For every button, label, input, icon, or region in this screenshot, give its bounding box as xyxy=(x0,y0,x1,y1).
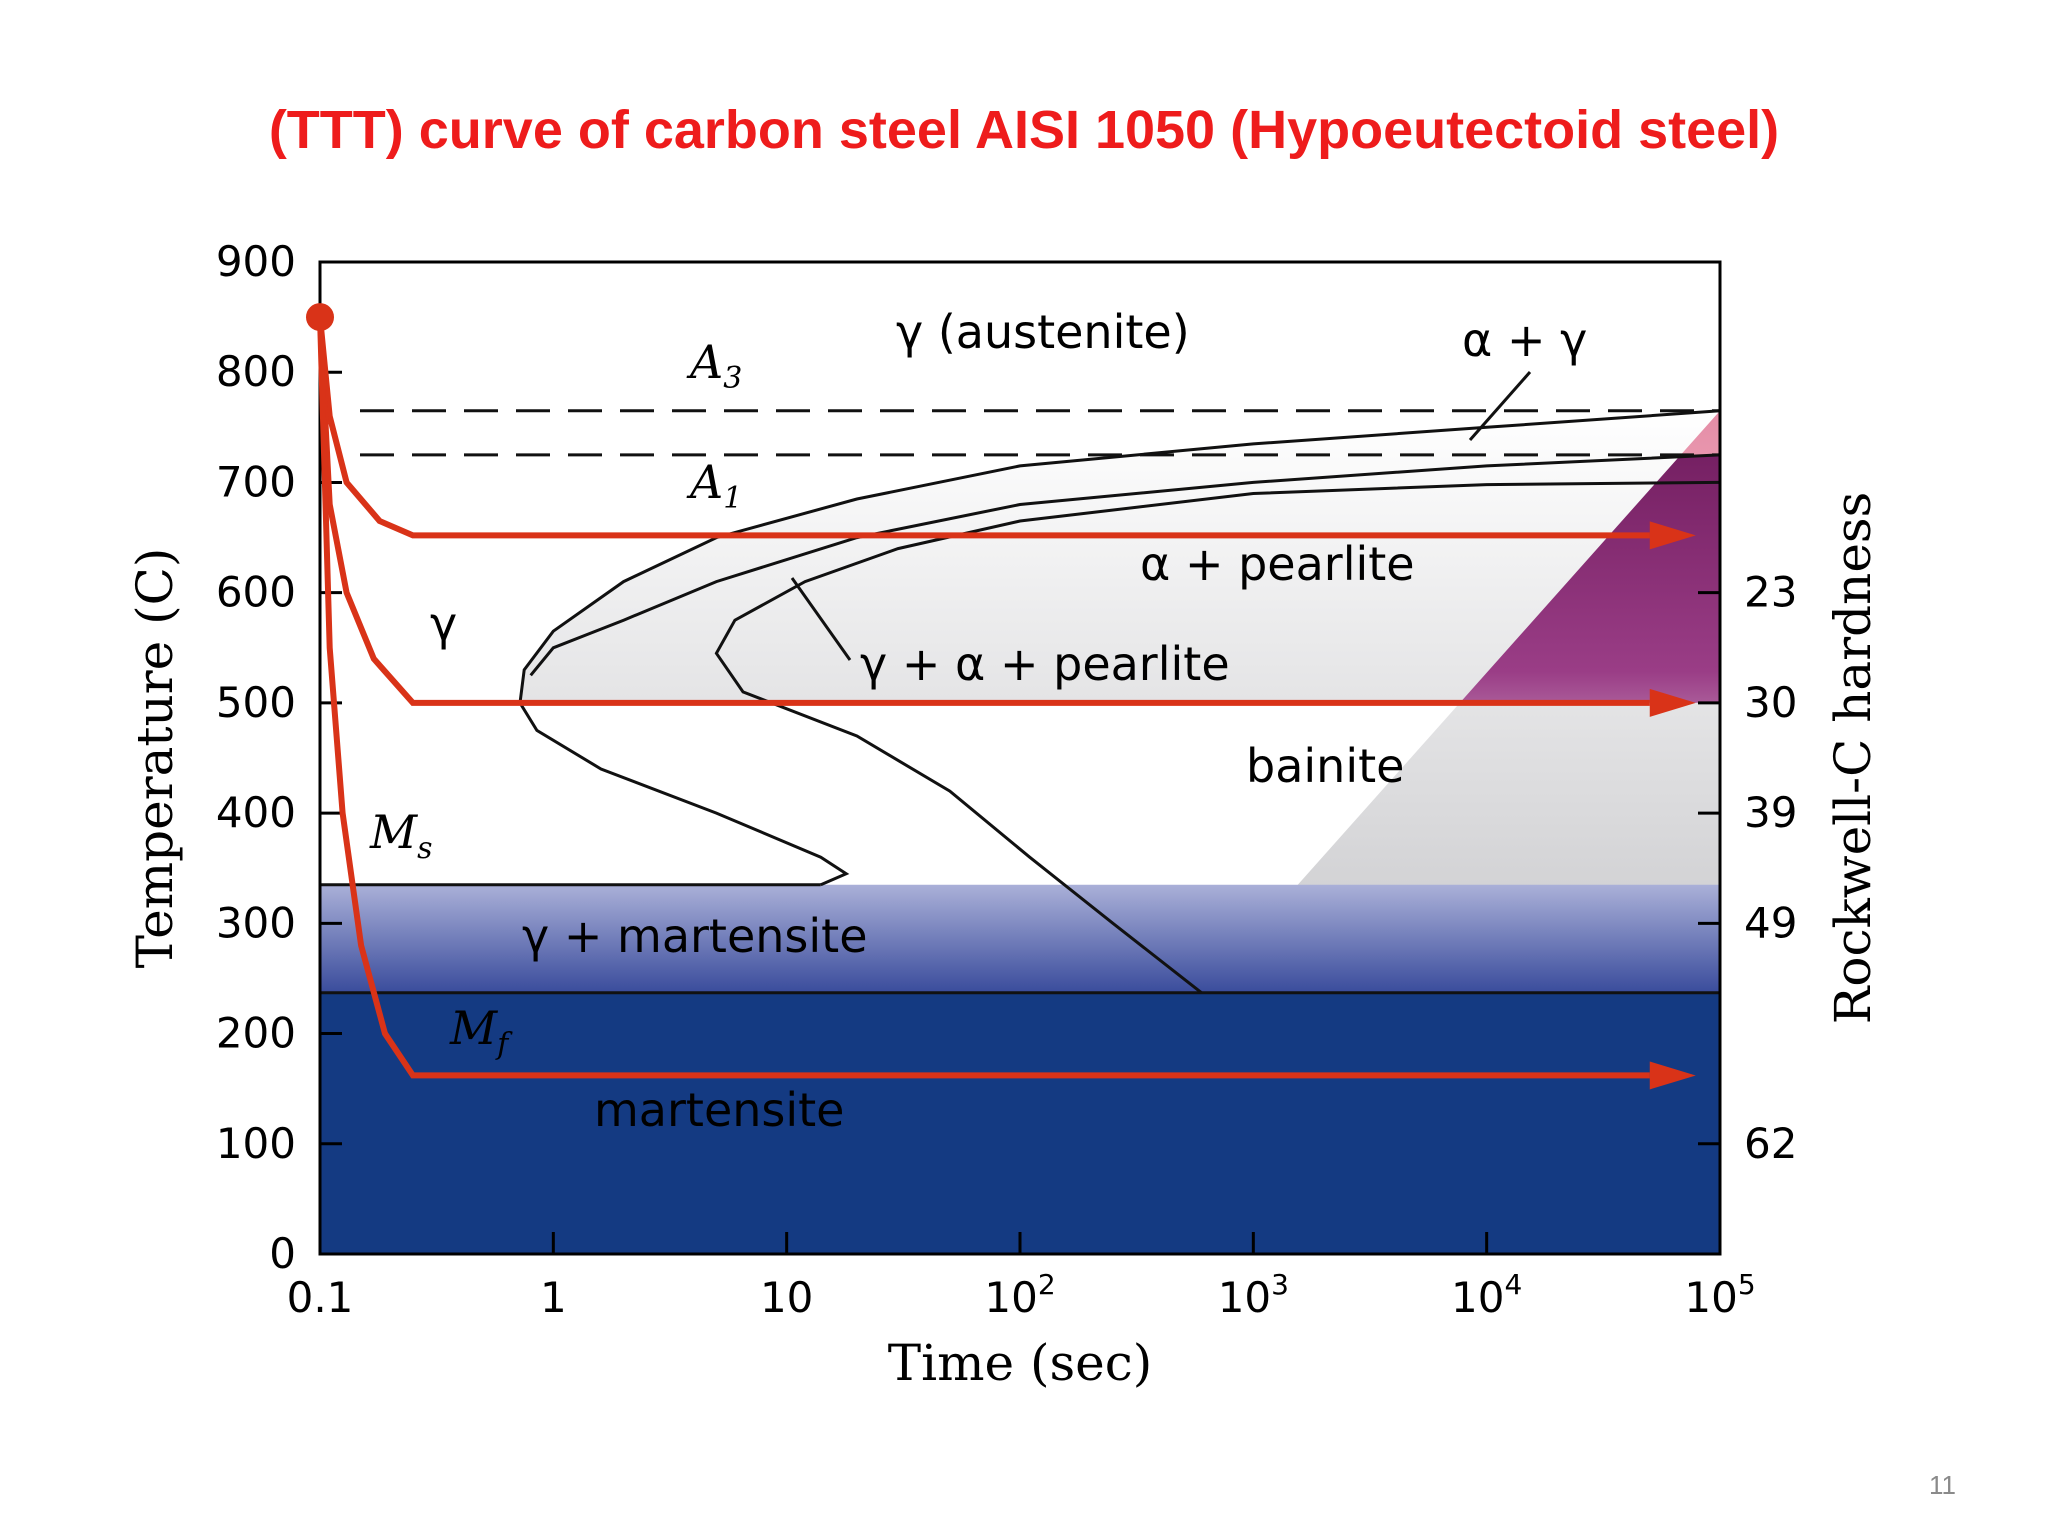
region-gamma xyxy=(320,262,1720,885)
y-axis-title: Temperature (C) xyxy=(126,548,184,969)
region-gamma-martensite xyxy=(320,884,1720,993)
label-a3: A3 xyxy=(686,335,742,396)
y-tick-label: 600 xyxy=(216,568,296,617)
y-tick-label: 100 xyxy=(216,1119,296,1168)
y-tick-label: 500 xyxy=(216,678,296,727)
hardness-tick-label: 49 xyxy=(1744,898,1797,947)
y-tick-label: 900 xyxy=(216,237,296,286)
cooling-path-arrowhead xyxy=(1649,521,1696,550)
cooling-paths xyxy=(306,303,1696,1090)
cooling-path-arrowhead xyxy=(1649,1061,1696,1090)
leader-lines xyxy=(790,371,1532,661)
leader-gamma-alpha-pearlite xyxy=(790,577,852,661)
transformation-start-curve xyxy=(518,409,1720,887)
y-tick-label: 200 xyxy=(216,1009,296,1058)
y-tick-label: 0 xyxy=(269,1229,296,1278)
cooling-path-arrowhead xyxy=(1649,688,1696,717)
cooling-path xyxy=(317,317,1650,1079)
hardness-tick-label: 30 xyxy=(1744,678,1797,727)
leader-alpha-gamma xyxy=(1468,371,1532,441)
transformation-finish-curve xyxy=(714,480,1720,994)
label-alpha-pearlite: α + pearlite xyxy=(1140,537,1415,591)
label-ms: Ms xyxy=(369,805,433,866)
y-tick-label: 800 xyxy=(216,347,296,396)
hardness-tick-label: 39 xyxy=(1744,788,1797,837)
label-austenite: γ (austenite) xyxy=(896,305,1190,359)
label-a1: A1 xyxy=(686,455,742,516)
cooling-path xyxy=(317,316,1650,706)
hardness-tick-label: 62 xyxy=(1744,1119,1797,1168)
x-tick-label: 105 xyxy=(1684,1268,1755,1322)
y-tick-label: 300 xyxy=(216,898,296,947)
x-tick-label: 10 xyxy=(760,1273,813,1322)
cooling-path xyxy=(317,316,1650,539)
start-point xyxy=(306,303,334,332)
hardness-tick-label: 23 xyxy=(1744,568,1797,617)
label-alpha-gamma: α + γ xyxy=(1462,313,1587,367)
x-tick-label: 104 xyxy=(1451,1268,1522,1322)
y-tick-label: 700 xyxy=(216,457,296,506)
label-gamma: γ xyxy=(430,597,457,651)
label-martensite: martensite xyxy=(594,1083,844,1137)
x-tick-label: 102 xyxy=(984,1268,1055,1322)
region-martensite xyxy=(320,992,1720,1254)
x-axis-title: Time (sec) xyxy=(888,1334,1153,1392)
axis-ticks: 0 100 200 300 400 500 600 700 800 900 23 30 39 49 62 0.… xyxy=(216,237,1798,1322)
label-bainite: bainite xyxy=(1246,739,1404,793)
y-tick-label: 400 xyxy=(216,788,296,837)
slide-title: (TTT) curve of carbon steel AISI 1050 (H… xyxy=(268,100,1780,160)
x-tick-label: 1 xyxy=(540,1273,567,1322)
x-tick-label: 0.1 xyxy=(287,1273,354,1322)
y2-axis-title: Rockwell-C hardness xyxy=(1824,492,1882,1025)
slide-number: 11 xyxy=(1929,1470,1956,1500)
x-tick-label: 103 xyxy=(1218,1268,1289,1322)
label-gamma-alpha-pearlite: γ + α + pearlite xyxy=(860,637,1230,691)
label-gamma-martensite: γ + martensite xyxy=(522,909,868,963)
